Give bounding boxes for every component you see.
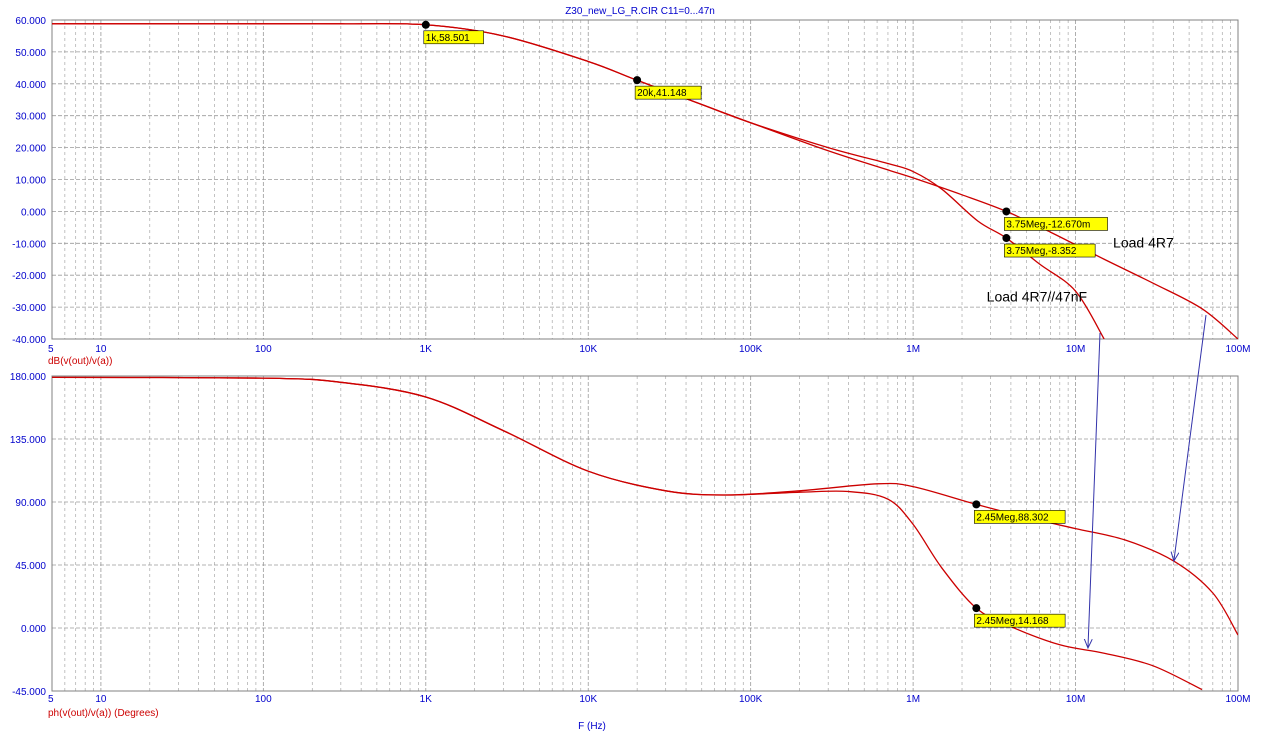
y-tick-label: -40.000	[12, 335, 46, 346]
y-axis-label: ph(v(out)/v(a)) (Degrees)	[48, 708, 159, 719]
y-tick-label: 90.000	[15, 498, 46, 509]
x-tick-label: 1M	[906, 694, 920, 705]
marker-point	[1002, 234, 1011, 243]
y-tick-label: 40.000	[15, 80, 46, 91]
y-tick-label: -10.000	[12, 239, 46, 250]
marker-label: 2.45Meg,14.168	[976, 616, 1049, 627]
x-tick-label: 5	[48, 344, 54, 355]
y-tick-label: 20.000	[15, 144, 46, 155]
marker-label: 3.75Meg,-8.352	[1006, 246, 1076, 257]
chart-title: Z30_new_LG_R.CIR C11=0...47n	[565, 6, 715, 17]
marker-point	[972, 604, 981, 613]
x-tick-label: 1K	[420, 344, 433, 355]
x-tick-label: 100M	[1225, 694, 1250, 705]
marker-label: 1k,58.501	[426, 33, 470, 44]
y-tick-label: 180.000	[10, 372, 47, 383]
x-tick-label: 10K	[579, 694, 597, 705]
marker-point	[633, 76, 642, 85]
x-tick-label: 10M	[1066, 694, 1085, 705]
series-line-1	[52, 376, 1203, 691]
magnitude-panel: 60.000 50.000 40.000 30.000 20.000 10.000 0.00…	[12, 16, 1250, 367]
annotation-text: Load 4R7//47nF	[987, 289, 1087, 305]
x-tick-label: 10K	[579, 344, 597, 355]
x-axis-label: F (Hz)	[578, 721, 606, 732]
y-tick-label: -45.000	[12, 687, 46, 698]
x-tick-label: 100K	[739, 344, 763, 355]
marker-label-box	[1004, 243, 1096, 258]
x-tick-label: 10M	[1066, 344, 1085, 355]
y-tick-label: -30.000	[12, 303, 46, 314]
marker-label-box	[974, 613, 1066, 628]
y-axis-label: dB(v(out)/v(a))	[48, 356, 112, 367]
series-line-0	[52, 376, 1238, 636]
x-tick-label: 1M	[906, 344, 920, 355]
annotation-layer	[1088, 314, 1207, 647]
marker-label-box	[1004, 217, 1108, 231]
plot-frame	[51, 19, 1239, 340]
grid	[52, 20, 1238, 339]
y-tick-label: 30.000	[15, 112, 46, 123]
y-tick-label: -20.000	[12, 271, 46, 282]
x-tick-label: 1K	[420, 694, 433, 705]
annotation-text: Load 4R7	[1113, 234, 1174, 250]
marker-label: 20k,41.148	[637, 88, 687, 99]
marker-label-box	[634, 85, 702, 100]
marker-label: 3.75Meg,-12.670m	[1006, 219, 1090, 230]
marker-point	[1002, 207, 1011, 216]
x-tick-label: 10	[95, 344, 107, 355]
grid	[52, 376, 1238, 691]
x-tick-label: 100M	[1225, 344, 1250, 355]
y-tick-label: 135.000	[10, 435, 47, 446]
series-line-1	[52, 22, 1105, 339]
annotation-arrow	[1088, 332, 1101, 647]
marker-label-box	[974, 510, 1066, 524]
marker-point	[421, 20, 430, 29]
y-tick-label: 0.000	[21, 624, 46, 635]
y-tick-label: 0.000	[21, 207, 46, 218]
x-tick-label: 100	[255, 694, 272, 705]
marker-label-box	[423, 30, 484, 45]
annotation-arrow	[1174, 314, 1207, 560]
x-tick-label: 10	[95, 694, 107, 705]
y-tick-label: 60.000	[15, 16, 46, 27]
x-tick-label: 5	[48, 694, 54, 705]
x-tick-label: 100	[255, 344, 272, 355]
y-tick-label: 45.000	[15, 561, 46, 572]
marker-point	[972, 500, 981, 509]
plot-frame	[51, 375, 1239, 692]
x-tick-label: 100K	[739, 694, 763, 705]
marker-label: 2.45Meg,88.302	[976, 512, 1049, 523]
y-tick-label: 50.000	[15, 48, 46, 59]
y-tick-label: 10.000	[15, 176, 46, 187]
